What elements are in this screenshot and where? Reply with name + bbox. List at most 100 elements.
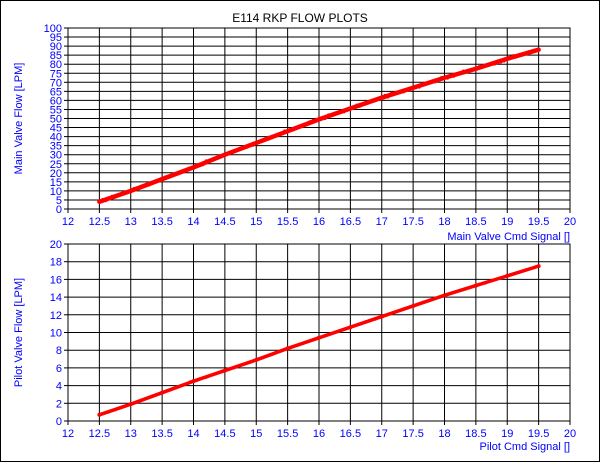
data-point: [277, 133, 280, 136]
data-point: [371, 318, 374, 321]
data-point: [164, 390, 167, 393]
data-point: [198, 163, 201, 167]
data-point: [386, 96, 390, 99]
data-point: [267, 135, 270, 139]
y-axis-label: Main Valve Flow [LPM]: [13, 63, 25, 175]
data-point: [201, 376, 205, 379]
data-point: [298, 342, 302, 346]
y-tick-label: 5: [56, 195, 62, 207]
data-point: [509, 273, 512, 276]
x-tick-label: 15: [250, 216, 262, 228]
data-point: [320, 117, 324, 120]
data-point: [126, 403, 129, 407]
data-point: [524, 268, 528, 271]
data-point: [493, 63, 496, 66]
data-point: [305, 123, 308, 127]
data-point: [151, 395, 154, 398]
data-point: [254, 357, 259, 362]
data-point: [480, 282, 484, 285]
data-point: [324, 333, 327, 337]
y-tick-label: 20: [50, 168, 62, 180]
x-tick-label: 13.5: [151, 428, 172, 440]
data-point: [270, 134, 274, 138]
data-point: [465, 287, 468, 291]
data-point: [411, 85, 416, 90]
data-point: [336, 111, 340, 114]
data-point: [101, 411, 104, 415]
data-point: [515, 54, 518, 58]
data-point: [182, 170, 186, 173]
data-point: [418, 86, 421, 89]
x-tick-label: 20: [564, 216, 576, 228]
data-point: [487, 280, 490, 283]
data-point: [399, 89, 402, 92]
y-tick-label: 30: [50, 150, 62, 162]
data-point: [198, 377, 201, 380]
data-point: [531, 50, 534, 53]
data-point: [191, 379, 196, 384]
data-point: [176, 173, 180, 176]
data-point: [107, 411, 110, 414]
data-point: [405, 88, 409, 92]
data-point: [207, 160, 211, 163]
data-point: [97, 199, 102, 204]
x-tick-label: 17: [376, 428, 388, 440]
data-point: [273, 133, 277, 137]
x-tick-label: 16: [313, 428, 325, 440]
data-point: [455, 289, 459, 293]
data-point: [348, 325, 353, 330]
y-tick-label: 95: [50, 32, 62, 44]
data-point: [512, 273, 515, 276]
data-point: [207, 374, 211, 378]
data-point: [364, 320, 368, 323]
y-tick-label: 40: [50, 132, 62, 144]
data-point: [330, 332, 333, 335]
data-point: [462, 69, 465, 72]
data-point: [421, 84, 424, 87]
x-tick-label: 12: [62, 428, 74, 440]
data-point: [145, 184, 148, 188]
data-point: [117, 194, 120, 197]
y-tick-label: 8: [56, 345, 62, 357]
data-point: [280, 349, 283, 352]
y-tick-label: 25: [50, 159, 62, 171]
data-point: [505, 273, 510, 278]
data-point: [449, 75, 452, 78]
data-point: [142, 398, 145, 402]
data-point: [383, 314, 387, 317]
data-point: [189, 166, 192, 170]
data-point: [320, 335, 324, 338]
data-point: [471, 285, 474, 288]
data-point: [396, 309, 399, 312]
data-point: [154, 393, 158, 396]
data-point: [446, 77, 449, 80]
x-tick-label: 18.5: [465, 428, 486, 440]
data-point: [393, 92, 396, 95]
data-point: [473, 283, 478, 288]
data-point: [528, 49, 531, 53]
x-tick-label: 18: [438, 428, 450, 440]
data-point: [128, 188, 133, 193]
data-point: [368, 100, 371, 103]
data-point: [418, 303, 421, 306]
data-point: [179, 170, 183, 174]
data-point: [437, 79, 440, 83]
data-point: [374, 318, 377, 321]
data-point: [204, 376, 208, 379]
data-point: [264, 136, 267, 140]
data-point: [110, 194, 114, 198]
data-point: [427, 82, 431, 85]
data-point: [113, 409, 117, 412]
data-point: [336, 330, 340, 333]
data-point: [283, 129, 286, 132]
data-point: [229, 151, 233, 154]
data-point: [502, 275, 506, 278]
data-point: [273, 351, 277, 355]
x-tick-label: 16.5: [340, 216, 361, 228]
data-point: [377, 96, 380, 99]
data-point: [167, 176, 170, 180]
data-point: [534, 49, 537, 53]
data-point: [229, 367, 233, 370]
data-point: [496, 59, 500, 62]
